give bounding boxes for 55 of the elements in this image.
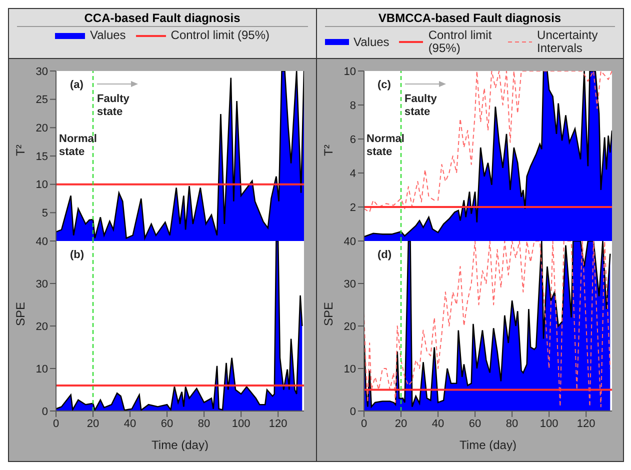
annotation: (d) xyxy=(378,249,393,262)
y-tick-label: 10 xyxy=(36,179,48,192)
y-tick-label: 15 xyxy=(36,150,48,163)
annotation: (c) xyxy=(378,79,392,92)
x-tick-label: 40 xyxy=(431,418,444,430)
x-tick-label: 40 xyxy=(124,418,136,430)
y-tick-label: 10 xyxy=(36,363,48,376)
x-tick-label: 80 xyxy=(505,418,518,430)
y-tick-label: 2 xyxy=(349,202,356,214)
x-tick-label: 120 xyxy=(576,418,595,430)
y-tick-label: 0 xyxy=(42,406,48,418)
y-tick-label: 6 xyxy=(349,134,356,146)
y-tick-label: 30 xyxy=(36,278,48,290)
annotation: (a) xyxy=(70,79,84,92)
y-tick-label: 20 xyxy=(36,320,48,333)
y-tick-label: 8 xyxy=(349,100,356,112)
y-tick-label: 30 xyxy=(343,278,356,290)
y-axis-title: SPE xyxy=(13,302,28,326)
y-tick-label: 4 xyxy=(349,168,356,180)
x-tick-label: 60 xyxy=(160,418,174,430)
legend-label: Values xyxy=(90,28,126,42)
y-tick-label: 10 xyxy=(343,363,356,376)
y-tick-label: 40 xyxy=(343,236,356,248)
x-tick-label: 0 xyxy=(52,418,60,430)
annotation: Normal state xyxy=(366,133,406,159)
y-tick-label: 0 xyxy=(349,406,356,418)
annotation: Faulty state xyxy=(97,93,130,119)
y-tick-label: 20 xyxy=(343,320,356,333)
y-axis-title: T² xyxy=(320,144,335,156)
chart-title: VBMCCA-based Fault diagnosis xyxy=(324,11,615,27)
annotation: Normal state xyxy=(59,133,98,159)
y-axis-title: T² xyxy=(13,144,28,156)
x-tick-label: 20 xyxy=(394,418,407,430)
x-tick-label: 100 xyxy=(232,418,250,430)
chart-title: CCA-based Fault diagnosis xyxy=(17,11,308,27)
x-tick-label: 60 xyxy=(468,418,481,430)
y-tick-label: 10 xyxy=(343,66,356,78)
y-tick-label: 30 xyxy=(36,66,48,78)
x-tick-label: 120 xyxy=(268,418,288,430)
y-tick-label: 25 xyxy=(36,94,48,106)
x-tick-label: 100 xyxy=(539,418,558,430)
annotation: (b) xyxy=(70,249,86,262)
line-series xyxy=(364,71,612,213)
legend-label: Control limit (95%) xyxy=(428,28,493,55)
y-tick-label: 5 xyxy=(42,208,48,220)
legend-label: Uncertainty Intervals xyxy=(537,28,599,55)
y-tick-label: 20 xyxy=(36,122,48,135)
y-tick-label: 40 xyxy=(36,236,48,248)
x-tick-label: 20 xyxy=(86,418,100,430)
x-tick-label: 80 xyxy=(198,418,210,430)
legend-label: Control limit (95%) xyxy=(170,28,270,42)
x-tick-label: 0 xyxy=(360,418,367,430)
annotation: Faulty state xyxy=(404,93,438,119)
legend-label: Values xyxy=(354,34,390,48)
y-axis-title: SPE xyxy=(320,302,335,326)
